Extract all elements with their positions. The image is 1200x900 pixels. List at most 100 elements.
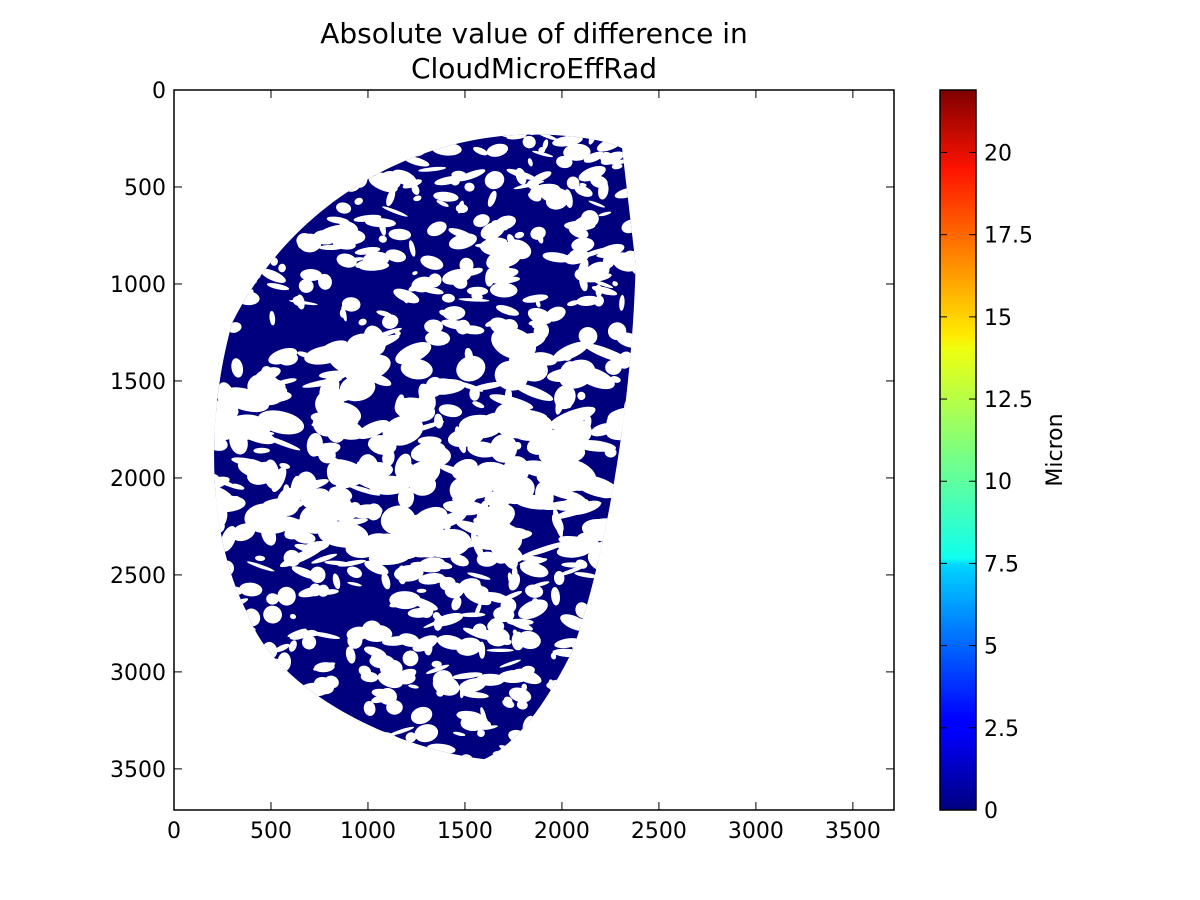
cloud-patch bbox=[571, 237, 595, 253]
colorbar-tick-label: 15 bbox=[984, 306, 1012, 331]
cloud-patch bbox=[576, 295, 600, 306]
cloud-patch bbox=[448, 228, 473, 239]
cloud-patch bbox=[548, 406, 596, 430]
cloud-patch bbox=[417, 392, 428, 411]
cloud-patch bbox=[358, 318, 367, 326]
cloud-patch bbox=[332, 239, 356, 250]
cloud-patch bbox=[350, 504, 383, 519]
cloud-patch bbox=[232, 382, 280, 406]
cloud-patch bbox=[461, 691, 489, 699]
cloud-patch bbox=[413, 195, 422, 202]
cloud-patch bbox=[511, 631, 525, 651]
cloud-patch bbox=[489, 394, 534, 410]
cloud-patch bbox=[420, 255, 444, 270]
cloud-patch bbox=[408, 279, 431, 292]
cloud-patch bbox=[489, 282, 518, 298]
cloud-patch bbox=[420, 466, 435, 482]
x-axis: 0 500 1000 1500 2000 2500 3000 3500 bbox=[167, 90, 881, 844]
cloud-patch bbox=[482, 718, 487, 723]
cloud-patch bbox=[486, 143, 509, 157]
cloud-patch bbox=[583, 151, 604, 163]
cloud-patch bbox=[552, 135, 583, 147]
cloud-patch bbox=[231, 358, 244, 378]
cloud-patch bbox=[408, 684, 419, 689]
cloud-patch bbox=[418, 285, 444, 295]
cloud-patch bbox=[231, 483, 245, 490]
cloud-patch bbox=[509, 413, 553, 441]
cloud-patch bbox=[301, 497, 321, 507]
cloud-patch bbox=[557, 566, 585, 577]
cloud-patch bbox=[371, 694, 389, 704]
cloud-patch bbox=[496, 305, 519, 316]
cloud-patch bbox=[261, 523, 277, 546]
y-tick-label: 1000 bbox=[110, 273, 166, 298]
cloud-patch bbox=[360, 671, 379, 683]
cloud-patch bbox=[382, 415, 424, 446]
cloud-patch bbox=[394, 668, 417, 683]
cloud-patch bbox=[278, 352, 298, 366]
cloud-patch bbox=[318, 370, 348, 379]
cloud-patch bbox=[239, 582, 263, 597]
cloud-patch bbox=[563, 143, 591, 161]
cloud-patch bbox=[393, 598, 414, 608]
cloud-patch bbox=[452, 497, 494, 514]
cloud-patch bbox=[432, 675, 460, 696]
cloud-patch bbox=[388, 228, 412, 241]
colorbar-tick-label: 2.5 bbox=[984, 717, 1019, 742]
cloud-patch bbox=[612, 281, 618, 287]
cloud-patch bbox=[383, 659, 403, 677]
cloud-patch bbox=[345, 646, 356, 664]
cloud-patch bbox=[363, 701, 376, 716]
cloud-patch bbox=[318, 273, 332, 290]
cloud-patch bbox=[508, 619, 533, 631]
cloud-patch bbox=[442, 306, 466, 321]
cloud-patch bbox=[253, 447, 270, 454]
cloud-patch bbox=[278, 263, 286, 273]
cloud-patch bbox=[424, 379, 466, 395]
cloud-patch bbox=[378, 235, 387, 243]
cloud-patch bbox=[551, 586, 560, 606]
cloud-patch bbox=[568, 224, 589, 239]
cloud-patch bbox=[274, 643, 290, 653]
cloud-patch bbox=[362, 627, 389, 642]
y-tick-label: 0 bbox=[152, 79, 166, 104]
cloud-patch bbox=[457, 169, 486, 182]
cloud-patch bbox=[499, 659, 521, 668]
cloud-patch bbox=[255, 555, 266, 562]
cloud-patch bbox=[464, 182, 475, 192]
cloud-patch bbox=[595, 284, 602, 298]
cloud-patch bbox=[494, 403, 518, 428]
cloud-patch bbox=[306, 629, 319, 637]
cloud-patch bbox=[536, 472, 575, 492]
cloud-patch bbox=[266, 283, 290, 291]
cloud-patch bbox=[509, 687, 532, 703]
cloud-patch bbox=[487, 619, 505, 633]
cloud-patch bbox=[605, 359, 622, 375]
cloud-patch bbox=[388, 726, 415, 736]
cloud-patch bbox=[326, 216, 350, 225]
cloud-patch bbox=[313, 676, 335, 695]
cloud-patch bbox=[313, 662, 336, 671]
cloud-patch bbox=[354, 197, 363, 205]
cloud-patch bbox=[319, 375, 340, 403]
plot-frame bbox=[173, 89, 895, 811]
cloud-patch bbox=[519, 562, 549, 578]
cloud-patch bbox=[532, 581, 550, 588]
cloud-patch bbox=[260, 366, 276, 387]
cloud-patch bbox=[450, 554, 469, 567]
cloud-patch bbox=[453, 731, 466, 737]
cloud-patch bbox=[412, 271, 418, 276]
cloud-patch bbox=[542, 252, 571, 263]
cloud-patch bbox=[531, 171, 552, 183]
cloud-patch bbox=[530, 226, 546, 240]
cloud-patch bbox=[298, 279, 314, 293]
cloud-patch bbox=[403, 534, 439, 558]
cloud-patch bbox=[489, 434, 518, 463]
cloud-patch bbox=[288, 640, 297, 652]
cloud-patch bbox=[577, 391, 586, 401]
cloud-patch bbox=[220, 526, 237, 552]
cloud-patch bbox=[527, 158, 533, 167]
cloud-patch bbox=[536, 134, 559, 141]
colorbar-label: Micron bbox=[1043, 413, 1068, 486]
cloud-patch bbox=[452, 672, 483, 680]
